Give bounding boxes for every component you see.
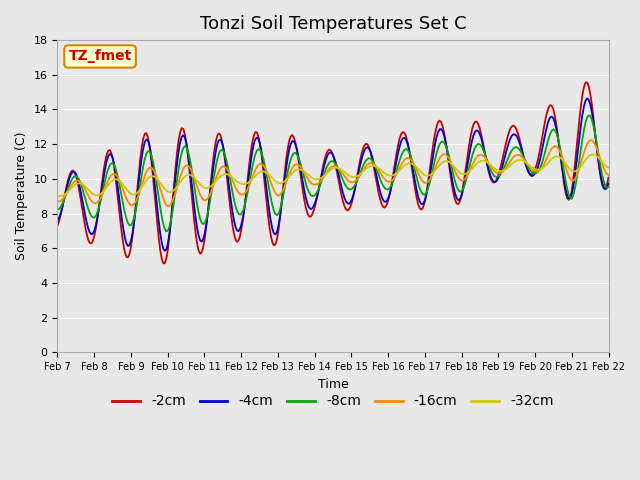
-8cm: [247, 172, 255, 178]
-16cm: [247, 178, 255, 184]
-4cm: [220, 144, 227, 150]
-2cm: [238, 225, 246, 231]
-8cm: [220, 148, 227, 154]
-16cm: [121, 192, 129, 198]
-2cm: [296, 168, 304, 173]
-8cm: [296, 159, 304, 165]
-2cm: [247, 149, 255, 155]
-2cm: [220, 144, 227, 150]
-8cm: [238, 211, 246, 216]
-4cm: [296, 162, 304, 168]
-8cm: [54, 207, 61, 213]
Text: TZ_fmet: TZ_fmet: [68, 49, 132, 63]
Line: -8cm: -8cm: [58, 115, 609, 231]
-16cm: [238, 192, 246, 197]
Line: -2cm: -2cm: [58, 82, 609, 264]
-16cm: [220, 164, 227, 169]
Line: -32cm: -32cm: [58, 155, 609, 196]
Line: -4cm: -4cm: [58, 98, 609, 251]
-16cm: [296, 163, 304, 169]
-16cm: [54, 198, 61, 204]
-4cm: [54, 218, 61, 224]
Y-axis label: Soil Temperature (C): Soil Temperature (C): [15, 132, 28, 261]
-16cm: [575, 165, 583, 171]
-2cm: [54, 223, 61, 229]
-32cm: [589, 152, 597, 157]
-8cm: [575, 157, 583, 163]
-32cm: [54, 193, 61, 199]
-32cm: [605, 165, 612, 170]
-32cm: [238, 181, 246, 187]
-4cm: [605, 180, 612, 186]
-4cm: [161, 248, 169, 254]
-4cm: [583, 96, 591, 101]
Legend: -2cm, -4cm, -8cm, -16cm, -32cm: -2cm, -4cm, -8cm, -16cm, -32cm: [107, 389, 559, 414]
Line: -16cm: -16cm: [58, 140, 609, 206]
-32cm: [123, 187, 131, 192]
-2cm: [575, 117, 583, 123]
-32cm: [247, 178, 255, 183]
-8cm: [163, 228, 170, 234]
-4cm: [121, 235, 129, 241]
-32cm: [56, 193, 64, 199]
-8cm: [585, 112, 593, 118]
-32cm: [296, 167, 304, 172]
-2cm: [121, 250, 129, 255]
-4cm: [247, 158, 255, 164]
-16cm: [588, 137, 595, 143]
-16cm: [164, 204, 172, 209]
-32cm: [575, 166, 583, 171]
-2cm: [159, 261, 167, 266]
-16cm: [605, 172, 612, 178]
-4cm: [575, 135, 583, 141]
-32cm: [220, 172, 227, 178]
-8cm: [121, 210, 129, 216]
Title: Tonzi Soil Temperatures Set C: Tonzi Soil Temperatures Set C: [200, 15, 467, 33]
-2cm: [583, 79, 591, 85]
-4cm: [238, 221, 246, 227]
X-axis label: Time: Time: [317, 377, 348, 391]
-8cm: [605, 184, 612, 190]
-2cm: [605, 175, 612, 180]
